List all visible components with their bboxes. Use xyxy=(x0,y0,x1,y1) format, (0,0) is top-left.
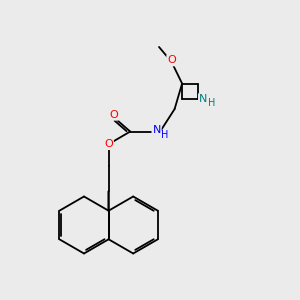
Text: H: H xyxy=(208,98,215,108)
Text: N: N xyxy=(152,125,161,135)
Text: N: N xyxy=(199,94,207,104)
Text: O: O xyxy=(104,139,113,149)
Text: O: O xyxy=(109,110,118,120)
Text: O: O xyxy=(167,56,176,65)
Text: H: H xyxy=(161,130,169,140)
